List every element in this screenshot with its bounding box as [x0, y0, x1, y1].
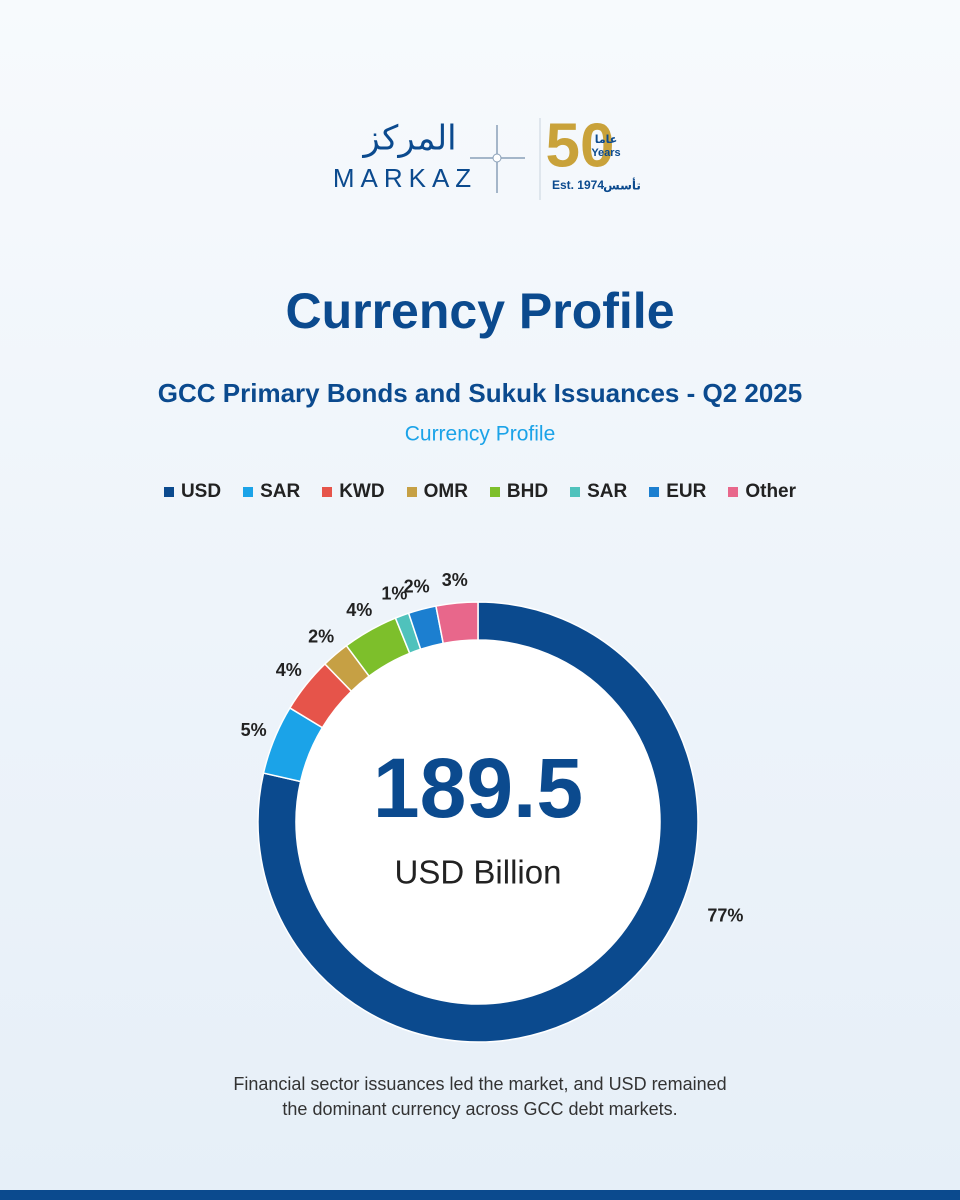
logo-node [492, 153, 502, 163]
legend-item: EUR [649, 481, 706, 503]
value-label: 4% [346, 600, 372, 620]
legend-label: KWD [339, 481, 385, 502]
footer-note: Financial sector issuances led the marke… [233, 1074, 726, 1094]
value-label: 1% [381, 584, 407, 604]
footer-note: the dominant currency across GCC debt ma… [282, 1099, 677, 1119]
established: Est. 1974 [552, 178, 604, 192]
brand: MARKAZ [333, 163, 477, 193]
legend-label: SAR [587, 481, 628, 502]
legend-swatch [243, 487, 254, 497]
legend-swatch [728, 487, 739, 497]
legend-swatch [322, 487, 333, 497]
legend-label: Other [745, 481, 797, 502]
legend-item: SAR [243, 481, 300, 503]
chart-title: Currency Profile [285, 283, 674, 339]
brand-arabic: المركز [361, 119, 456, 159]
donut-hole [296, 640, 660, 1004]
anniversary: 50 [546, 111, 615, 180]
center-label: USD Billion [395, 854, 562, 891]
chart-subtitle: GCC Primary Bonds and Sukuk Issuances - … [158, 378, 802, 408]
legend-swatch [489, 487, 500, 497]
donut-segment [435, 601, 479, 645]
legend-item: OMR [406, 481, 468, 503]
chart-label: Currency Profile [405, 423, 556, 446]
legend-item: SAR [570, 481, 627, 503]
legend-label: SAR [260, 481, 301, 502]
anniversary-word: Years [591, 147, 620, 159]
legend-item: BHD [489, 481, 549, 503]
center-value: 189.5 [373, 741, 583, 835]
bottom-stripe [0, 1190, 960, 1200]
logo: المركز MARKAZ 50 عاما Years Est. 1974 تأ… [333, 111, 641, 200]
legend-swatch [406, 487, 417, 497]
value-label: 2% [308, 626, 334, 646]
legend-item: Other [728, 481, 796, 503]
established-arabic: تأسس [603, 178, 641, 193]
legend-swatch [649, 487, 660, 497]
legend-swatch [163, 487, 174, 497]
legend-label: BHD [506, 481, 549, 502]
value-label: 3% [442, 570, 468, 590]
value-label: 77% [707, 906, 743, 926]
legend-label: OMR [423, 481, 468, 502]
value-label: 5% [241, 720, 267, 740]
legend-item: USD [163, 481, 222, 503]
value-label: 2% [404, 577, 430, 597]
value-label: 4% [276, 660, 302, 680]
legend-label: EUR [666, 481, 707, 502]
legend: USD SAR KWD OMR BHD SAR EUR Other [0, 481, 960, 503]
legend-item: KWD [322, 481, 385, 503]
legend-swatch [570, 487, 581, 497]
anniversary-arabic: عاما [595, 133, 618, 146]
legend-label: USD [180, 481, 222, 502]
